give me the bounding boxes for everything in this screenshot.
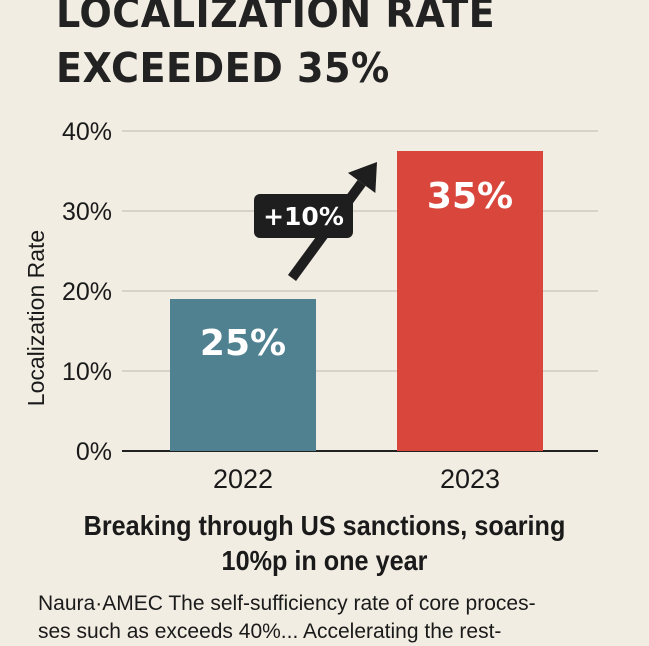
y-tick-label: 10%: [62, 358, 112, 386]
x-axis-categories: 2022 2023: [213, 464, 500, 494]
body-text: Naura·AMEC The self-sufficiency rate of …: [38, 590, 649, 646]
annotation-box: [254, 194, 353, 238]
body-text-line-2: ses such as exceeds 40%... Accelerating …: [38, 620, 502, 643]
y-tick-label: 20%: [62, 278, 112, 306]
x-tick-label-2023: 2023: [440, 464, 500, 494]
y-tick-label: 30%: [62, 198, 112, 226]
x-tick-label-2022: 2022: [213, 464, 273, 494]
bars: [170, 151, 543, 451]
bar-chart: 0% 10% 20% 30% 40% +10% 25% 35% 2022 2023 Loca…: [23, 118, 598, 494]
trend-arrow: +10%: [254, 162, 377, 281]
subtitle-line-2: 10%p in one year: [221, 545, 428, 576]
data-label-2023: 35%: [427, 176, 513, 217]
chart-title-line-2: EXCEEDED 35%: [56, 44, 390, 92]
subtitle-line-1: Breaking through US sanctions, soaring: [83, 510, 566, 541]
y-axis-label: Localization Rate: [23, 230, 49, 406]
bar-2022: [170, 299, 316, 451]
body-text-line-1: Naura·AMEC The self-sufficiency rate of …: [38, 592, 536, 615]
arrow-head: [347, 162, 377, 194]
data-label-2022: 25%: [200, 323, 286, 364]
subtitle: Breaking through US sanctions, soaring 1…: [32, 508, 616, 578]
y-tick-label: 0%: [76, 438, 112, 466]
chart-title: LOCALIZATION RATE EXCEEDED 35%: [56, 0, 605, 96]
y-axis-ticks: 0% 10% 20% 30% 40%: [62, 118, 112, 466]
chart-title-line-1: LOCALIZATION RATE: [56, 0, 496, 37]
y-tick-label: 40%: [62, 118, 112, 146]
data-labels: 25% 35%: [200, 176, 513, 364]
annotation-label: +10%: [263, 202, 344, 231]
bar-2023: [397, 151, 543, 451]
